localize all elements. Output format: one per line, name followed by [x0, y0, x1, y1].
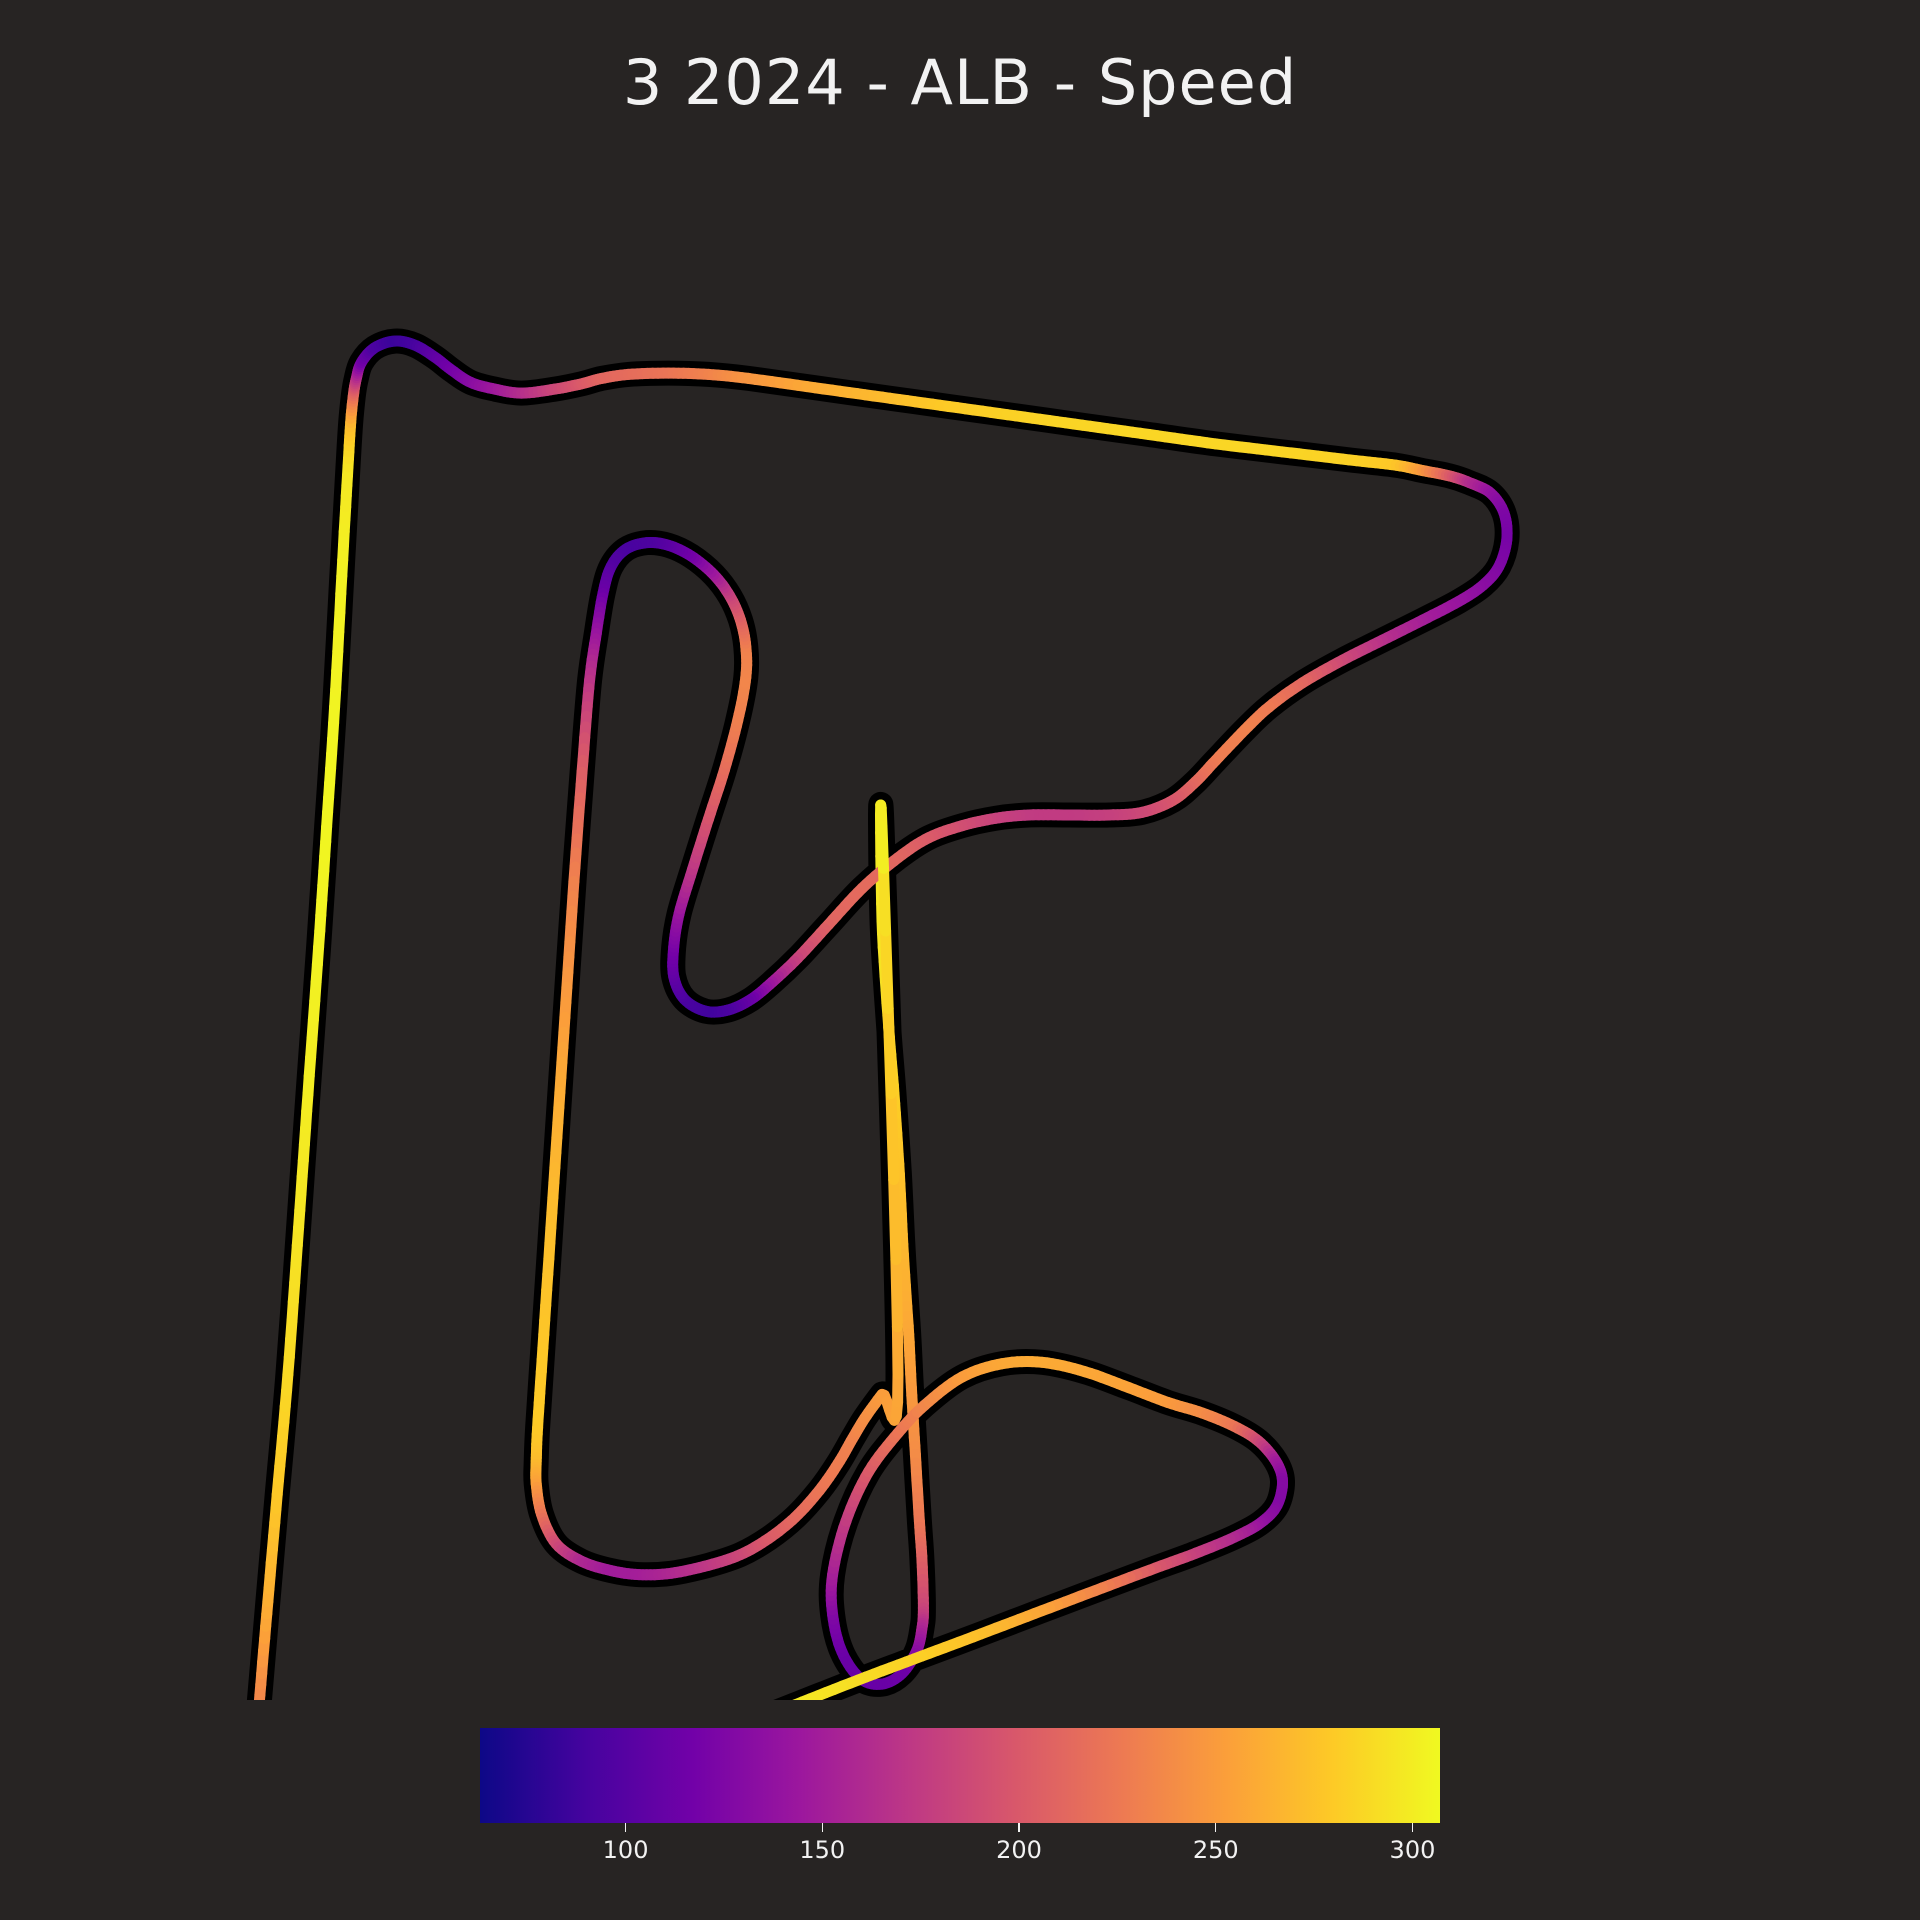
colorbar-tick-label: 200 — [996, 1836, 1042, 1864]
track-segment — [888, 1174, 902, 1266]
track-outline — [246, 328, 1520, 1700]
colorbar-tick-label: 100 — [602, 1836, 649, 1864]
chart-title: 3 2024 - ALB - Speed — [622, 46, 1298, 119]
colorbar-tick-label: 250 — [1192, 1836, 1239, 1864]
track-segment — [882, 1003, 897, 1100]
speed-colorbar — [480, 1728, 1440, 1823]
colorbar-tick — [624, 1823, 627, 1832]
track-segment — [891, 1321, 904, 1380]
track-segment — [878, 862, 892, 937]
colorbar-tick — [1018, 1823, 1020, 1832]
track-segment — [890, 1254, 903, 1333]
colorbar-tick-label: 150 — [799, 1836, 846, 1864]
track-outline-path — [246, 328, 1520, 1700]
track-segment — [885, 1088, 900, 1186]
colorbar-tick — [1411, 1823, 1414, 1832]
track-segment — [876, 821, 889, 874]
track-speed-trace — [253, 335, 1513, 1700]
track-map — [246, 328, 1520, 1700]
track-segment — [880, 925, 894, 1014]
colorbar-tick — [1214, 1823, 1217, 1832]
track-segment — [797, 1693, 816, 1700]
colorbar-tick-label: 300 — [1389, 1836, 1436, 1864]
colorbar-tick — [821, 1823, 824, 1832]
